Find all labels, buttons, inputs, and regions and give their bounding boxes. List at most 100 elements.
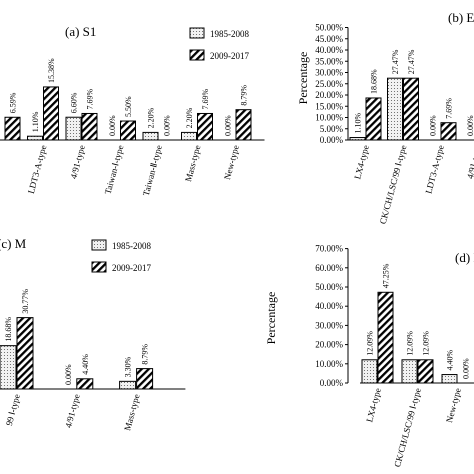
data-label: 6.59% (9, 92, 18, 113)
data-label: 8.79% (141, 344, 150, 365)
bar-late (377, 291, 394, 384)
bar-early (181, 131, 197, 141)
y-tick-label: 5.00% (320, 124, 344, 134)
data-label: 12.09% (422, 331, 431, 356)
x-tick-label: Mass-type (122, 393, 141, 432)
x-tick-label: 4/91-type (63, 393, 82, 429)
legend-label: 2009-2017 (112, 263, 151, 273)
data-label: 18.68% (370, 69, 379, 94)
x-tick-label: 99 Ⅰ-type (4, 393, 22, 427)
bar-early (119, 380, 137, 390)
legend-label: 1985-2008 (210, 29, 249, 39)
panel-title: (d) N (455, 250, 474, 265)
x-tick-label: LX4-type (364, 387, 383, 423)
legend-swatch (189, 49, 205, 61)
bar-late (16, 317, 34, 390)
y-tick-label: 0.00% (320, 378, 344, 388)
bar-early (441, 374, 458, 384)
data-label: 47.25% (382, 263, 391, 288)
chart-panel-1: (a) S1 6.59% 1.10% 15.38% LDT3-A-type 6.60% 7.… (0, 24, 265, 197)
data-label: 0.00% (462, 358, 471, 379)
bar-late (365, 97, 382, 141)
bar-early (401, 359, 418, 384)
data-label: 0.00% (224, 115, 233, 136)
legend-swatch (91, 239, 107, 251)
data-label: 7.69% (201, 88, 210, 109)
y-tick-label: 10.00% (315, 113, 343, 123)
chart-panel-4: (d) N 0.00% 10.00% 20.00% 30.00% 40.00% 50.00%… (264, 244, 474, 468)
y-tick-label: 50.00% (315, 23, 343, 33)
data-label: 5.50% (124, 96, 133, 117)
data-label: 18.68% (4, 317, 13, 342)
data-label: 0.00% (163, 115, 172, 136)
data-label: 4.40% (446, 350, 455, 371)
legend-label: 2009-2017 (210, 51, 249, 61)
data-label: 1.10% (354, 113, 363, 134)
y-tick-label: 30.00% (315, 68, 343, 78)
y-tick-label: 20.00% (315, 90, 343, 100)
x-tick-label: Mass-type (183, 144, 202, 183)
data-label: 12.09% (406, 331, 415, 356)
data-label: 0.00% (466, 115, 474, 136)
data-label: 0.00% (64, 364, 73, 385)
bar-late (76, 378, 94, 390)
legend-label: 1985-2008 (112, 241, 151, 251)
y-tick-label: 0.00% (320, 135, 344, 145)
data-label: 2.20% (185, 107, 194, 128)
legend: 1985-2008 2009-2017 (91, 239, 151, 273)
panel-title: (c) M (0, 236, 27, 251)
x-tick-label: LX4-type (352, 144, 371, 180)
data-label: 15.38% (47, 58, 56, 83)
x-tick-label: LDT3-A-type (423, 144, 446, 195)
data-label: 3.30% (124, 356, 133, 377)
bar-late (197, 112, 213, 141)
data-label: 6.60% (70, 92, 79, 113)
data-label: 0.00% (108, 115, 117, 136)
y-axis-title: Percentage (264, 292, 278, 345)
data-label: 7.69% (445, 98, 454, 119)
data-label: 30.77% (21, 289, 30, 314)
x-tick-label: New-type (444, 387, 463, 424)
y-tick-label: 25.00% (315, 79, 343, 89)
bar-early (387, 77, 403, 141)
legend-swatch (91, 261, 107, 273)
x-tick-label: 4/91-type (465, 144, 474, 180)
legend: 1985-2008 2009-2017 (189, 27, 249, 61)
x-tick-label: LDT3-A-type (26, 144, 49, 195)
bar-late (440, 122, 457, 141)
x-tick-label: Taiwan-Ⅱ-type (141, 144, 164, 197)
y-tick-label: 40.00% (315, 45, 343, 55)
x-tick-label: 4/91-type (68, 144, 87, 180)
panel-title: (a) S1 (65, 24, 96, 39)
y-tick-label: 35.00% (315, 56, 343, 66)
chart-panel-3: (c) M 18.68% 30.77% 99 Ⅰ-type 0.00% 4.40% 4/91… (0, 236, 186, 432)
bar-late (136, 368, 154, 390)
legend-swatch (189, 27, 205, 39)
data-label: 12.09% (366, 331, 375, 356)
bar-early (142, 131, 159, 141)
data-label: 4.40% (81, 354, 90, 375)
bar-late (81, 112, 98, 141)
panel-title: (b) E (448, 10, 474, 25)
x-tick-label: CK/CH/LSC/99 Ⅰ-type (392, 387, 423, 468)
y-tick-label: 20.00% (315, 340, 343, 350)
y-tick-label: 70.00% (315, 244, 343, 254)
x-tick-label: CK/CH/LSC/99 Ⅰ-type (378, 144, 409, 225)
x-tick-label: Taiwan-Ⅰ-type (103, 144, 126, 195)
data-label: 27.47% (391, 49, 400, 74)
chart-panel-2: (b) E0.00%5.00%10.00%15.00%20.00%25.00%3… (296, 10, 474, 225)
bar-late (120, 120, 136, 141)
y-tick-label: 15.00% (315, 101, 343, 111)
y-axis-title: Percentage (296, 52, 310, 105)
bar-late (4, 116, 21, 141)
bar-late (235, 109, 252, 141)
y-tick-label: 40.00% (315, 301, 343, 311)
data-label: 8.79% (240, 85, 249, 106)
data-label: 27.47% (407, 49, 416, 74)
bar-late (403, 77, 419, 141)
y-tick-label: 50.00% (315, 282, 343, 292)
data-label: 1.10% (31, 111, 40, 132)
x-tick-label: New-type (222, 144, 241, 181)
bar-early (0, 345, 17, 390)
